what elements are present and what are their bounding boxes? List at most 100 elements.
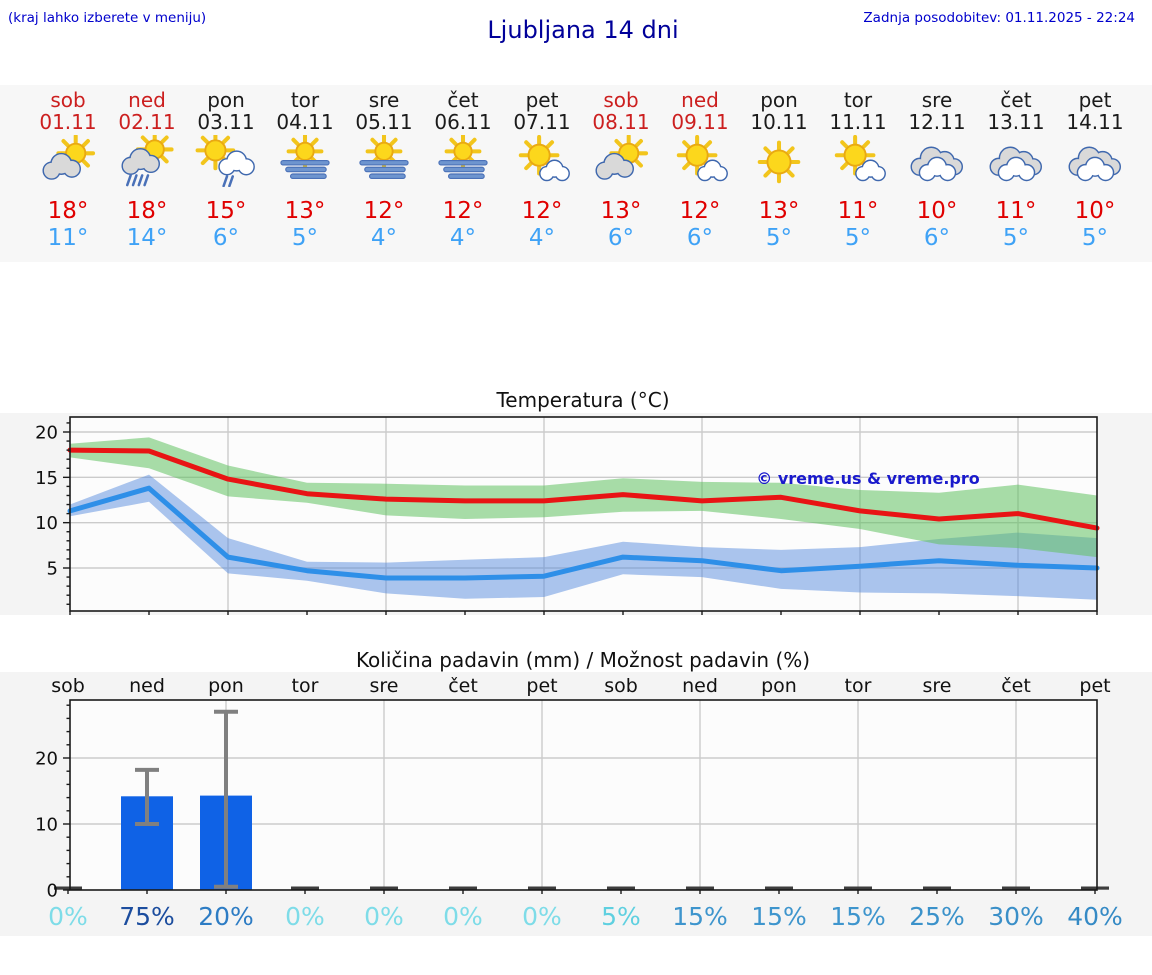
svg-text:20: 20: [35, 423, 58, 444]
svg-text:0%: 0%: [285, 902, 325, 931]
day-name: sob: [50, 88, 86, 112]
svg-text:30%: 30%: [988, 902, 1044, 931]
day-date: 08.11: [592, 110, 650, 134]
day-min-temp: 4°: [370, 225, 398, 251]
sun-cloud-icon: [26, 133, 110, 193]
day-min-temp: 14°: [126, 225, 168, 251]
day-column-07.11: pet 07.11 12° 4°: [500, 85, 584, 251]
sun-shower-icon: [184, 130, 268, 193]
svg-text:20%: 20%: [198, 902, 254, 931]
svg-text:tor: tor: [292, 675, 319, 697]
svg-text:5%: 5%: [601, 902, 641, 931]
day-min-temp: 6°: [923, 225, 951, 251]
svg-text:10: 10: [35, 815, 58, 836]
day-column-04.11: tor 04.11 13° 5°: [263, 85, 347, 251]
svg-text:20: 20: [35, 749, 58, 770]
day-name: čet: [447, 88, 479, 112]
day-column-06.11: čet 06.11 12° 4°: [421, 85, 505, 251]
day-name: pet: [525, 88, 559, 112]
fog-icon: [263, 132, 347, 193]
day-min-temp: 6°: [686, 225, 714, 251]
day-min-temp: 5°: [291, 225, 319, 251]
day-name: sob: [603, 88, 639, 112]
day-name: pon: [760, 88, 798, 112]
day-column-14.11: pet 14.11 10° 5°: [1053, 85, 1137, 251]
sun-rain-icon: [105, 130, 189, 193]
day-date: 07.11: [513, 110, 571, 134]
day-min-temp: 11°: [47, 225, 89, 251]
day-max-temp: 12°: [679, 198, 721, 224]
page-title: Ljubljana 14 dni: [487, 16, 679, 44]
day-date: 13.11: [987, 110, 1045, 134]
day-max-temp: 13°: [284, 198, 326, 224]
sun-cloud-icon: [579, 133, 663, 193]
clouds-icon: [895, 133, 979, 193]
day-column-13.11: čet 13.11 11° 5°: [974, 85, 1058, 251]
svg-text:pet: pet: [1079, 675, 1110, 697]
day-name: sre: [368, 88, 400, 112]
svg-text:čet: čet: [448, 675, 478, 697]
svg-text:sob: sob: [604, 675, 638, 697]
svg-text:pon: pon: [761, 675, 797, 697]
svg-text:0%: 0%: [443, 902, 483, 931]
svg-text:sre: sre: [923, 675, 952, 697]
svg-text:10: 10: [35, 513, 58, 534]
day-date: 02.11: [118, 110, 176, 134]
svg-text:sre: sre: [370, 675, 399, 697]
day-max-temp: 13°: [758, 198, 800, 224]
day-date: 14.11: [1066, 110, 1124, 134]
sun-smallcloud-icon: [816, 133, 900, 193]
day-max-temp: 18°: [126, 198, 168, 224]
svg-text:25%: 25%: [909, 902, 965, 931]
day-max-temp: 10°: [1074, 198, 1116, 224]
day-date: 04.11: [276, 110, 334, 134]
day-name: ned: [128, 88, 166, 112]
day-max-temp: 18°: [47, 198, 89, 224]
day-min-temp: 4°: [528, 225, 556, 251]
day-max-temp: 13°: [600, 198, 642, 224]
svg-text:pet: pet: [526, 675, 557, 697]
temperature-chart: 5 10 15 20 © vreme.us & vreme.pro: [0, 413, 1152, 615]
svg-text:ned: ned: [682, 675, 718, 697]
day-max-temp: 11°: [995, 198, 1037, 224]
day-date: 12.11: [908, 110, 966, 134]
fog-icon: [421, 132, 505, 193]
day-date: 11.11: [829, 110, 887, 134]
day-column-03.11: pon 03.11 15° 6°: [184, 85, 268, 251]
day-date: 01.11: [39, 110, 97, 134]
svg-text:15: 15: [35, 468, 58, 489]
svg-text:15%: 15%: [672, 902, 728, 931]
day-name: sre: [921, 88, 953, 112]
clouds-icon: [1053, 133, 1137, 193]
svg-text:sob: sob: [51, 675, 85, 697]
day-column-08.11: sob 08.11 13° 6°: [579, 85, 663, 251]
precipitation-chart-title: Količina padavin (mm) / Možnost padavin …: [355, 648, 811, 672]
svg-text:tor: tor: [845, 675, 872, 697]
day-min-temp: 6°: [212, 225, 240, 251]
svg-text:ned: ned: [129, 675, 165, 697]
day-min-temp: 5°: [844, 225, 872, 251]
day-column-10.11: pon 10.11 13° 5°: [737, 85, 821, 251]
day-name: pet: [1078, 88, 1112, 112]
svg-text:0%: 0%: [522, 902, 562, 931]
svg-text:40%: 40%: [1067, 902, 1123, 931]
sun-icon: [737, 133, 821, 193]
svg-text:0: 0: [47, 881, 58, 902]
sun-smallcloud-icon: [500, 133, 584, 193]
svg-text:75%: 75%: [119, 902, 175, 931]
day-date: 03.11: [197, 110, 255, 134]
day-min-temp: 5°: [765, 225, 793, 251]
day-date: 05.11: [355, 110, 413, 134]
day-date: 06.11: [434, 110, 492, 134]
day-name: ned: [681, 88, 719, 112]
day-date: 09.11: [671, 110, 729, 134]
temperature-chart-title: Temperatura (°C): [496, 388, 670, 412]
day-column-02.11: ned 02.11 18° 14°: [105, 85, 189, 251]
day-max-temp: 12°: [442, 198, 484, 224]
day-min-temp: 4°: [449, 225, 477, 251]
sun-smallcloud-icon: [658, 133, 742, 193]
day-column-05.11: sre 05.11 12° 4°: [342, 85, 426, 251]
day-max-temp: 12°: [521, 198, 563, 224]
svg-text:15%: 15%: [751, 902, 807, 931]
